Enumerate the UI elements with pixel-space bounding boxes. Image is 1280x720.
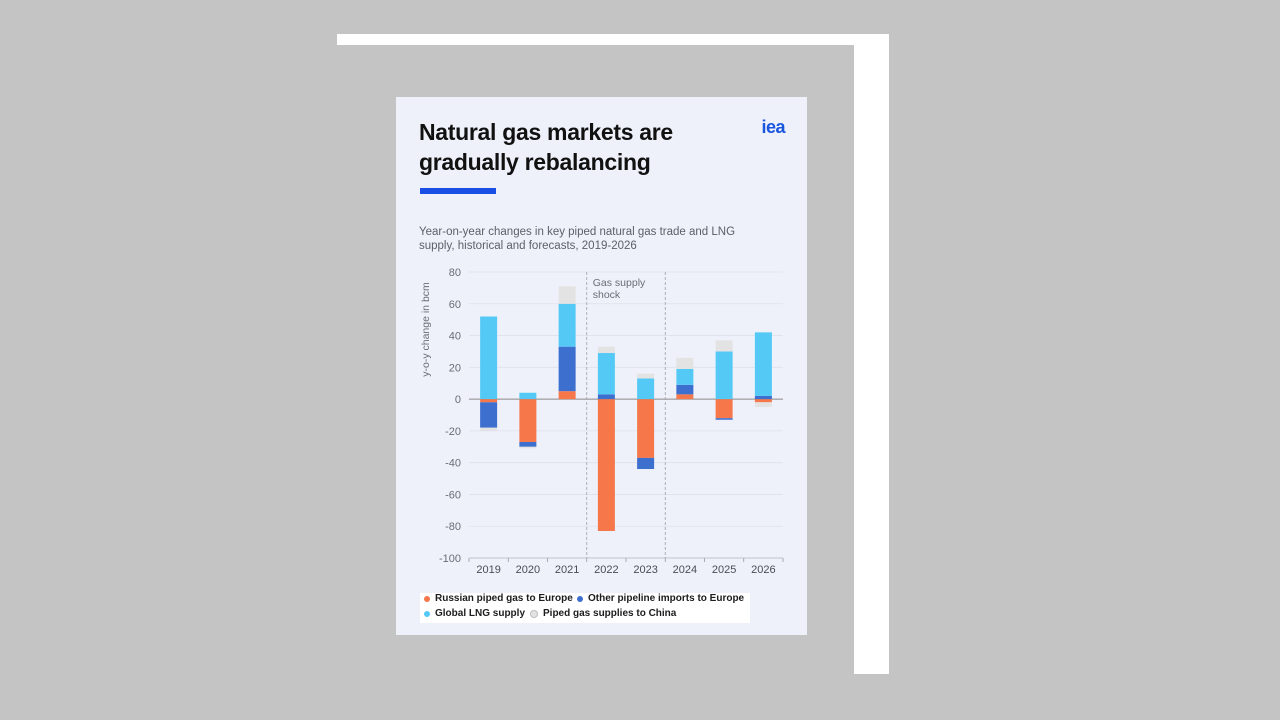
legend-swatch [530,609,538,618]
bar-segment [637,399,655,458]
bar-segment [597,353,615,395]
card-title: Natural gas markets are gradually rebala… [419,119,673,175]
bar-segment [597,346,615,354]
bar-segment [754,332,772,396]
bar-segment [676,368,694,385]
bar-segment [597,399,615,531]
legend-swatch [424,610,430,617]
x-tick-label: 2024 [673,564,697,576]
bar-segment [715,399,733,419]
legend-label: Other pipeline imports to Europe [588,593,745,604]
x-tick-label: 2019 [476,564,500,576]
y-tick-label: -20 [445,426,461,438]
legend-label: Piped gas supplies to China [543,608,677,619]
y-tick-label: -60 [445,489,461,501]
y-tick-label: 80 [449,267,461,279]
bar-segment [558,303,576,347]
legend-item: Russian piped gas to Europe [424,593,573,604]
legend-swatch [577,595,583,602]
legend-item: Piped gas supplies to China [530,608,676,619]
legend-item: Global LNG supply [424,608,525,619]
x-tick-label: 2026 [751,564,775,576]
bar-segment [754,395,772,400]
bar-segment [715,340,733,352]
chart-subtitle: Year-on-year changes in key piped natura… [419,226,736,252]
bar-segment [480,316,498,400]
bar-segment [676,384,694,395]
bar-segment [480,399,498,403]
bar-segment [597,394,615,400]
bar-chart: 80 60 40 20 0 -20 -40 -60 -80 -100 y-o-y change in… [420,267,784,576]
y-tick-label: -40 [445,458,461,470]
bar-segment [754,399,772,403]
bar-segment [715,351,733,400]
bar-segment [715,418,733,420]
bar-segment [480,402,498,428]
white-frame-top [337,34,889,45]
y-tick-label: 20 [449,362,461,374]
y-tick-label: -80 [445,521,461,533]
legend-item: Other pipeline imports to Europe [577,593,744,604]
y-axis-title: y-o-y change in bcm [420,282,432,377]
x-tick-label: 2022 [594,564,618,576]
x-tick-label: 2025 [712,564,736,576]
bar-segment [754,402,772,408]
bar-segment [637,373,655,379]
x-tick-label: 2020 [516,564,540,576]
bar-segment [558,391,576,400]
chart-annotation: Gas supply shock [593,277,646,301]
chart-legend: Russian piped gas to Europe Other pipelin… [420,593,750,623]
bar-segment [480,427,498,431]
bar-segment [558,346,576,392]
legend-label: Russian piped gas to Europe [435,593,573,604]
bar-segment [637,378,655,400]
y-tick-label: 40 [449,331,461,343]
bar-segment [558,286,576,304]
title-accent-bar [420,188,496,194]
bar-segment [676,357,694,369]
y-tick-label: 60 [449,299,461,311]
bar-segment [519,446,537,449]
y-tick-label: 0 [455,394,461,406]
y-tick-label: -100 [439,553,461,565]
x-tick-label: 2023 [633,564,657,576]
iea-logo: iea [761,117,785,137]
white-frame-right [854,34,889,674]
bar-segment [519,392,537,400]
infographic-card: Natural gas markets are gradually rebala… [396,97,807,635]
bar-segment [519,442,537,447]
x-tick-label: 2021 [555,564,579,576]
legend-label: Global LNG supply [435,608,526,619]
bar-segment [676,394,694,400]
bar-segment [519,399,537,443]
bar-segment [637,457,655,470]
legend-swatch [424,595,430,602]
